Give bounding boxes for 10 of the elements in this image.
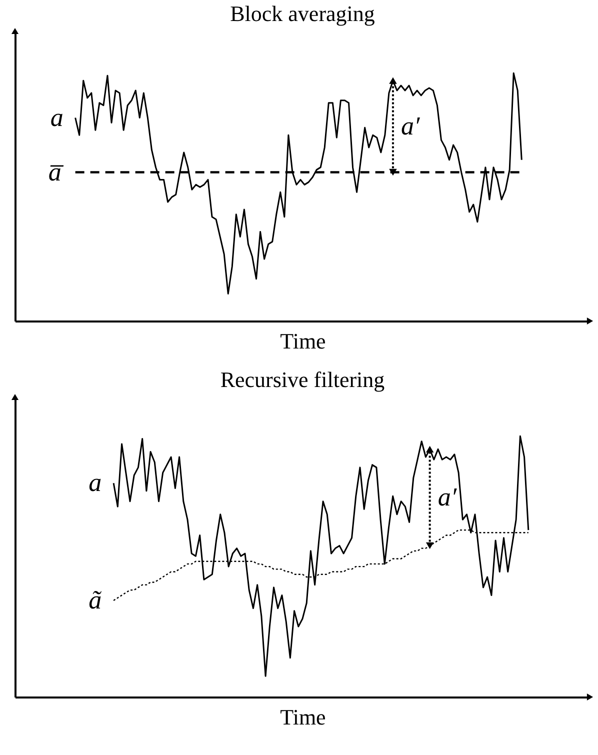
series-label: ã [88,585,102,614]
ref-line-label: a̅ [48,157,64,186]
x-axis-title: Time [280,328,326,354]
x-axis-title: Time [280,704,326,730]
annotation: a′ [438,482,457,512]
chart-title: Block averaging [230,0,375,26]
series-label: a [88,468,102,498]
annotation: a′ [400,111,420,140]
chart-title: Recursive filtering [220,366,385,392]
series-label: a [50,102,64,132]
